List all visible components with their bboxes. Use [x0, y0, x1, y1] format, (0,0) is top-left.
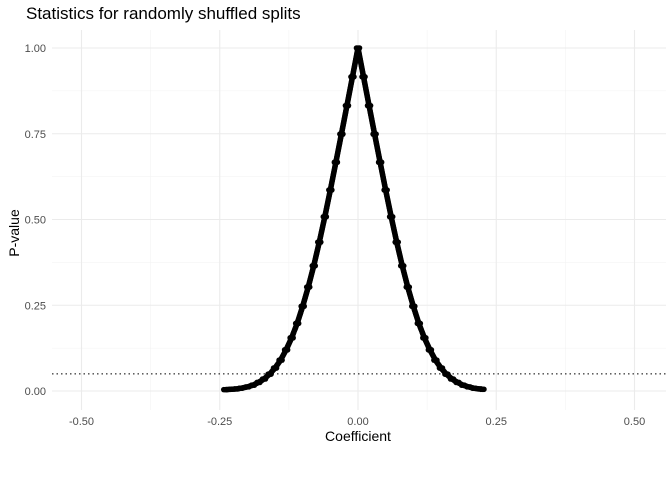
data-point [469, 385, 476, 392]
data-point [359, 74, 365, 80]
grid-minor [52, 30, 666, 410]
data-point [442, 371, 448, 377]
y-axis-label: P-value [6, 209, 22, 257]
y-tick-label: 0.00 [25, 386, 46, 398]
data-point [254, 379, 260, 386]
x-axis-label: Coefficient [325, 428, 391, 444]
data-point [364, 102, 371, 109]
data-point [303, 284, 310, 290]
data-points [220, 45, 487, 393]
data-point [431, 357, 437, 363]
data-point [453, 379, 459, 386]
data-point [281, 347, 288, 353]
data-point [309, 263, 316, 269]
data-point [232, 386, 238, 392]
data-point [314, 239, 321, 245]
data-point [409, 303, 415, 310]
y-axis-tick-labels: 0.00 0.25 0.50 0.75 1.00 [25, 43, 46, 398]
data-point [342, 102, 349, 109]
data-point [259, 376, 266, 382]
y-tick-label: 0.75 [25, 129, 46, 141]
data-point [331, 159, 338, 166]
grid-major [52, 30, 666, 410]
data-point [403, 284, 410, 290]
data-point [447, 376, 454, 382]
data-point [270, 365, 277, 371]
x-tick-label: -0.50 [69, 416, 94, 428]
data-point [386, 213, 393, 220]
x-axis-tick-labels: -0.50 -0.25 0.00 0.25 0.50 [69, 416, 645, 428]
y-tick-label: 0.50 [25, 215, 46, 227]
data-point [370, 131, 376, 137]
data-point [337, 131, 343, 137]
data-point [420, 335, 426, 341]
data-point [436, 365, 443, 371]
x-tick-label: 0.25 [486, 416, 507, 428]
data-point [414, 320, 421, 327]
data-point [326, 187, 332, 193]
data-point [248, 382, 255, 388]
data-point [292, 320, 299, 327]
data-point [287, 335, 293, 341]
data-point [478, 386, 484, 393]
data-point [220, 386, 227, 393]
data-point [265, 371, 271, 377]
x-tick-label: 0.00 [347, 416, 368, 428]
data-point [392, 239, 399, 245]
data-point [243, 384, 249, 390]
data-point [320, 213, 327, 220]
data-point [381, 187, 387, 193]
chart-title: Statistics for randomly shuffled splits [26, 4, 301, 23]
data-point [348, 74, 354, 80]
data-point [236, 385, 243, 392]
x-tick-label: 0.50 [624, 416, 645, 428]
data-point [464, 384, 470, 390]
data-point [397, 263, 404, 269]
x-tick-label: -0.25 [207, 416, 232, 428]
data-point [458, 382, 465, 388]
data-point [425, 347, 432, 353]
data-point [276, 357, 282, 363]
y-tick-label: 1.00 [25, 43, 46, 55]
data-point [375, 159, 382, 166]
data-point [353, 45, 360, 51]
y-tick-label: 0.25 [25, 300, 46, 312]
data-point [298, 303, 305, 310]
